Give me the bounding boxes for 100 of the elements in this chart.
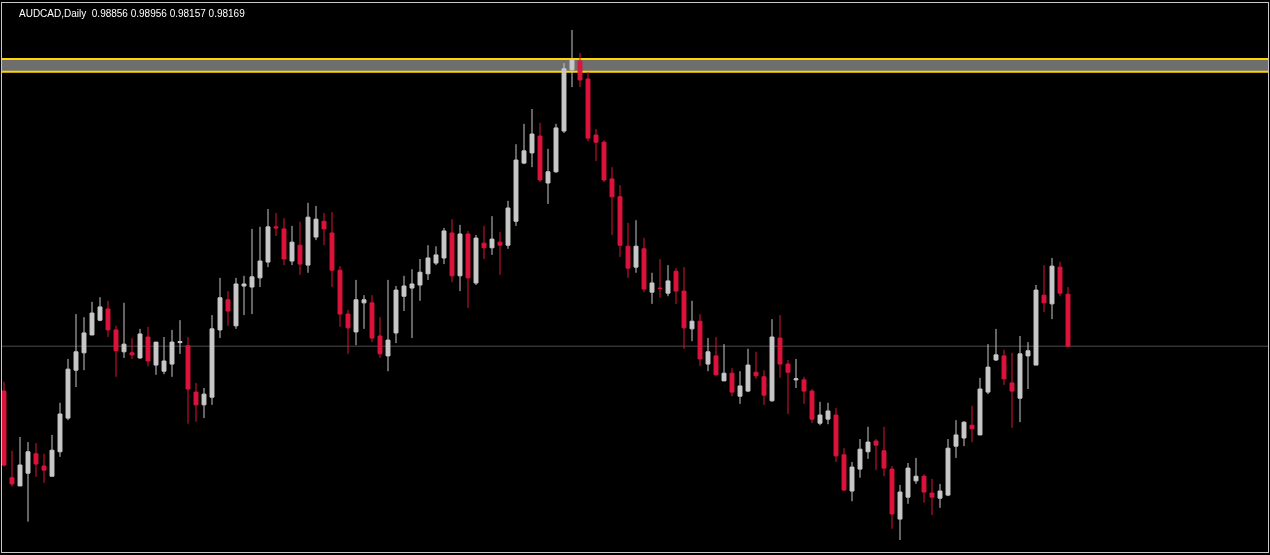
candlestick xyxy=(545,148,551,205)
candlestick xyxy=(801,376,807,405)
candlestick xyxy=(881,426,887,477)
candlestick xyxy=(753,351,759,380)
candlestick xyxy=(185,336,191,425)
candlestick xyxy=(665,264,671,297)
candlestick xyxy=(153,341,159,376)
candlestick xyxy=(449,218,455,283)
candlestick xyxy=(529,108,535,168)
candlestick xyxy=(1033,284,1039,366)
candlestick xyxy=(425,244,431,281)
candlestick xyxy=(497,231,503,276)
candlestick xyxy=(137,328,143,360)
candlestick xyxy=(225,290,231,327)
candlestick xyxy=(273,212,279,237)
candlestick xyxy=(161,336,167,375)
candlestick xyxy=(953,419,959,459)
candlestick xyxy=(169,329,175,378)
candlestick xyxy=(321,212,327,246)
chart-title: AUDCAD,Daily 0.98856 0.98956 0.98157 0.98169 xyxy=(19,8,246,19)
candlestick xyxy=(537,122,543,183)
candlestick xyxy=(177,319,183,355)
candlestick xyxy=(1017,335,1023,423)
candlestick xyxy=(873,438,879,471)
candlestick xyxy=(297,221,303,276)
candlestick xyxy=(433,245,439,266)
candlestick xyxy=(561,62,567,134)
candlestick xyxy=(553,123,559,174)
candlestick xyxy=(105,300,111,338)
candlestick xyxy=(417,258,423,302)
candlestick xyxy=(89,301,95,336)
candlestick xyxy=(657,258,663,299)
candlestick xyxy=(337,265,343,328)
candlestick xyxy=(121,302,127,359)
candlestick xyxy=(401,275,407,312)
candlestick xyxy=(257,226,263,288)
candlestick xyxy=(841,447,847,492)
candlestick xyxy=(737,370,743,405)
candlestick xyxy=(1025,341,1031,390)
candlestick xyxy=(617,184,623,258)
candlestick xyxy=(377,316,383,359)
candlestick xyxy=(473,234,479,286)
candlestick xyxy=(633,219,639,274)
candlestick xyxy=(793,358,799,389)
candlestick xyxy=(913,457,919,485)
candlestick xyxy=(457,224,463,292)
candlestick xyxy=(649,272,655,305)
candlestick xyxy=(689,300,695,342)
candlestick xyxy=(865,426,871,460)
candlestick xyxy=(585,71,591,142)
candlestick xyxy=(313,205,319,241)
candlestick xyxy=(977,377,983,436)
candlestick xyxy=(625,222,631,279)
candlestick xyxy=(929,478,935,516)
candlestick xyxy=(97,296,103,322)
candlestick xyxy=(249,228,255,315)
candlestick xyxy=(833,407,839,463)
candlestick xyxy=(489,215,495,256)
candlestick xyxy=(969,405,975,443)
candlestick xyxy=(673,267,679,305)
candlestick xyxy=(1049,257,1055,320)
candlestick xyxy=(17,436,23,487)
candlestick xyxy=(1001,349,1007,386)
candlestick xyxy=(705,337,711,372)
candlestick xyxy=(961,420,967,447)
candlestick xyxy=(593,128,599,162)
candlestick xyxy=(329,211,335,288)
candlestick xyxy=(857,438,863,479)
candlestick xyxy=(441,227,447,265)
candlestick xyxy=(193,382,199,423)
candlestick xyxy=(993,328,999,362)
candlestick xyxy=(1041,264,1047,313)
candlestick xyxy=(921,473,927,504)
candlestick xyxy=(145,326,151,367)
candlestick xyxy=(609,166,615,236)
candlestick xyxy=(897,484,903,541)
candlestick xyxy=(57,402,63,458)
candlestick xyxy=(809,388,815,424)
candlestick xyxy=(2,381,7,468)
candlestick xyxy=(817,401,823,426)
candlestick xyxy=(361,294,367,330)
candlestick xyxy=(65,358,71,421)
candlestick xyxy=(785,359,791,415)
candlestick xyxy=(769,318,775,403)
candlestick xyxy=(9,450,15,487)
candlestick xyxy=(945,438,951,497)
candlestick xyxy=(265,208,271,268)
candlestick xyxy=(201,387,207,419)
candlestick xyxy=(233,277,239,330)
candlestick xyxy=(889,465,895,530)
candlestick xyxy=(729,367,735,397)
candlestick xyxy=(25,441,31,523)
candlestick xyxy=(777,314,783,379)
candlestick xyxy=(1009,352,1015,429)
candlestick xyxy=(409,268,415,339)
candlestick xyxy=(569,29,575,88)
candlestick xyxy=(513,143,519,227)
candlestick xyxy=(745,348,751,393)
candlestick xyxy=(305,202,311,274)
candlestick xyxy=(985,343,991,395)
